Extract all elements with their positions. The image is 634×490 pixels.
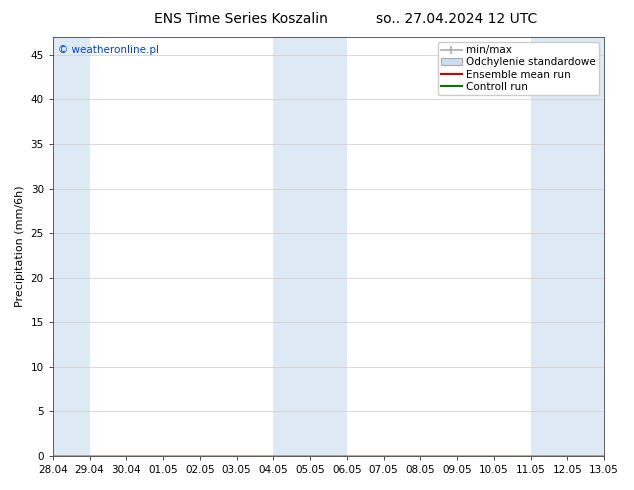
Text: ENS Time Series Koszalin: ENS Time Series Koszalin [154, 12, 328, 26]
Bar [273, 37, 347, 456]
Bar [531, 37, 604, 456]
Bar [53, 37, 89, 456]
Text: © weatheronline.pl: © weatheronline.pl [58, 46, 159, 55]
Text: so.. 27.04.2024 12 UTC: so.. 27.04.2024 12 UTC [376, 12, 537, 26]
Y-axis label: Precipitation (mm/6h): Precipitation (mm/6h) [15, 186, 25, 307]
Legend: min/max, Odchylenie standardowe, Ensemble mean run, Controll run: min/max, Odchylenie standardowe, Ensembl… [438, 42, 599, 95]
